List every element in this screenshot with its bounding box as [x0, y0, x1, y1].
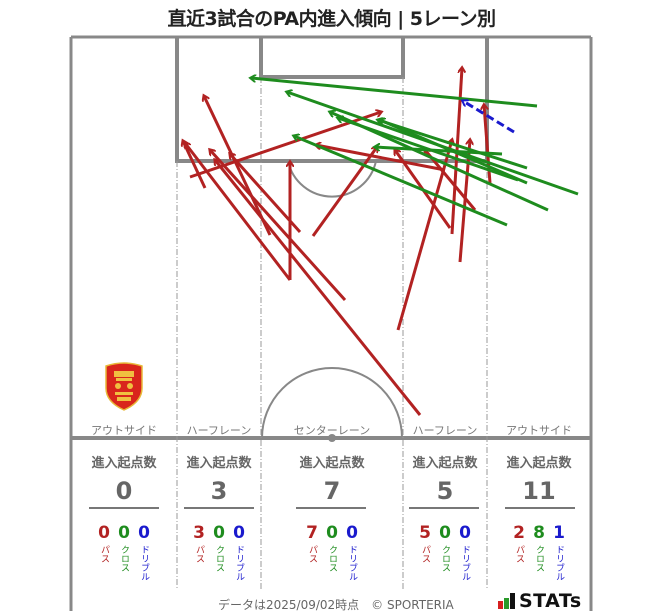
dribble-count: 0 [459, 523, 471, 543]
stat-total: 0 [115, 477, 133, 505]
cross-label: クロス [119, 545, 129, 572]
cross-count: 0 [213, 523, 225, 543]
cross-label: クロス [440, 545, 450, 572]
stat-total: 5 [436, 477, 454, 505]
data-timestamp-note: データは2025/09/02時点 © SPORTERIA [218, 598, 454, 612]
pass-arrow [316, 145, 446, 172]
pass-label: パス [99, 545, 109, 563]
pass-count: 5 [419, 523, 431, 543]
stat-total: 7 [323, 477, 341, 505]
pass-arrow [311, 147, 377, 237]
lane-stats-right-half: 進入起点数 5 5 パス 0 クロス 0 ドリブル [403, 452, 487, 581]
pass-count: 3 [193, 523, 205, 543]
center-spot [328, 434, 336, 442]
stat-total: 11 [522, 477, 556, 505]
stat-heading: 進入起点数 [412, 456, 478, 471]
entry-arrows [183, 68, 579, 416]
cross-count: 0 [439, 523, 451, 543]
lane-label-center: センターレーン [293, 424, 371, 437]
pass-count: 2 [513, 523, 525, 543]
goal-area [259, 37, 405, 79]
dribble-count: 0 [138, 523, 150, 543]
stats-bars-icon [498, 593, 515, 609]
stat-heading: 進入起点数 [506, 456, 572, 471]
cross-label: クロス [214, 545, 224, 572]
penalty-area [175, 37, 489, 163]
cross-arrow [378, 120, 528, 170]
pass-arrow [230, 154, 302, 234]
cross-arrow [375, 147, 503, 156]
dribble-label: ドリブル [460, 545, 470, 581]
lane-label-left-outside: アウトサイド [91, 424, 157, 437]
cross-count: 0 [326, 523, 338, 543]
dribble-label: ドリブル [347, 545, 357, 581]
stats-logo-text: STATs [519, 590, 582, 612]
cross-count: 8 [533, 523, 545, 543]
lane-stats-left-outside: 進入起点数 0 0 パス 0 クロス 0 ドリブル [71, 452, 177, 581]
cross-label: クロス [534, 545, 544, 572]
dribble-label: ドリブル [554, 545, 564, 581]
pass-arrow [185, 143, 292, 281]
pass-count: 0 [98, 523, 110, 543]
cross-arrow [251, 78, 538, 108]
pass-count: 7 [306, 523, 318, 543]
pass-label: パス [307, 545, 317, 563]
pass-arrow [458, 140, 470, 263]
lane-stats-center: 進入起点数 7 7 パス 0 クロス 0 ドリブル [261, 452, 403, 581]
stat-heading: 進入起点数 [186, 456, 252, 471]
pass-arrow [204, 96, 272, 236]
lane-stats-left-half: 進入起点数 3 3 パス 0 クロス 0 ドリブル [177, 452, 261, 581]
dribble-label: ドリブル [234, 545, 244, 581]
pass-arrow [183, 141, 207, 189]
stat-heading: 進入起点数 [299, 456, 365, 471]
penalty-arc [287, 160, 377, 198]
stat-total: 3 [210, 477, 228, 505]
cross-count: 0 [118, 523, 130, 543]
center-circle [261, 367, 403, 439]
stats-logo: STATs [498, 590, 582, 612]
cross-arrow [338, 118, 519, 182]
pass-label: パス [514, 545, 524, 563]
dribble-count: 0 [233, 523, 245, 543]
chart-title: 直近3試合のPA内進入傾向 | 5レーン別 [167, 8, 496, 30]
stat-heading: 進入起点数 [91, 456, 157, 471]
lane-label-left-half: ハーフレーン [186, 424, 252, 437]
pass-label: パス [420, 545, 430, 563]
lane-label-right-outside: アウトサイド [506, 424, 572, 437]
dribble-count: 0 [346, 523, 358, 543]
dribble-label: ドリブル [139, 545, 149, 581]
cross-label: クロス [327, 545, 337, 572]
dribble-count: 1 [553, 523, 565, 543]
pass-arrow [210, 150, 347, 302]
lane-stats-right-outside: 進入起点数 11 2 パス 8 クロス 1 ドリブル [487, 452, 591, 581]
cross-arrow [294, 136, 508, 227]
dribble-arrow [463, 101, 515, 134]
lane-label-right-half: ハーフレーン [412, 424, 478, 437]
pass-arrow [215, 160, 422, 416]
club-crest-icon [105, 362, 143, 411]
pass-label: パス [194, 545, 204, 563]
